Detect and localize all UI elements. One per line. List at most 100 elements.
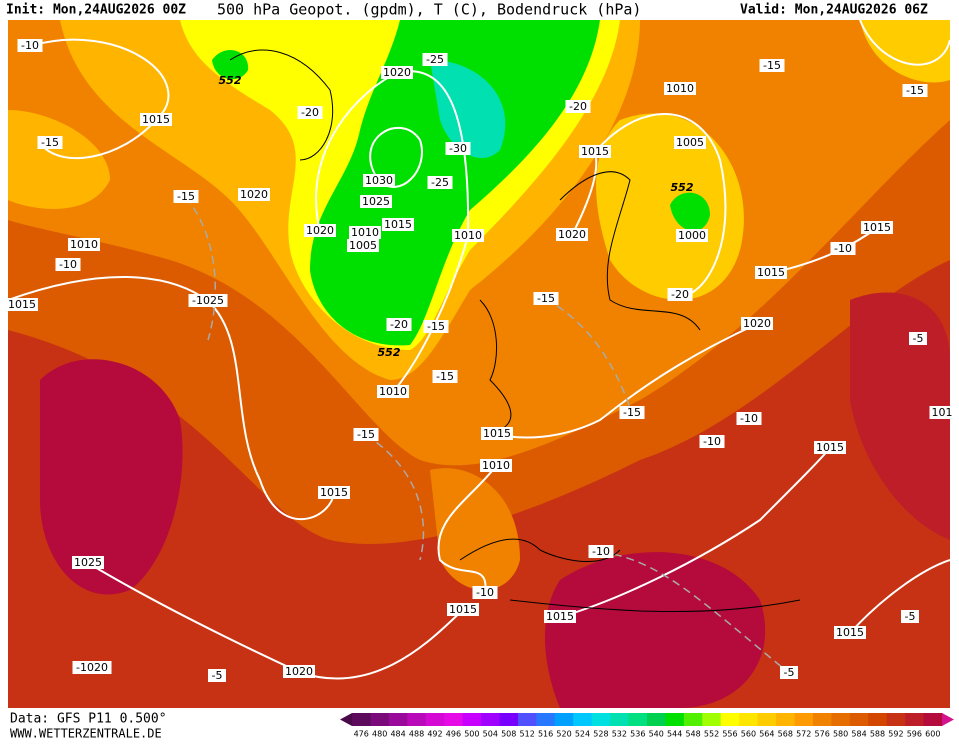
label-box	[423, 320, 449, 333]
colorbar: 476 480 484 488 492 496 500 504 508 512 516 520 524 5…	[340, 713, 954, 739]
contour-label: -20	[671, 288, 689, 301]
label-box	[422, 53, 448, 66]
label-box	[55, 258, 81, 271]
label-box	[68, 238, 100, 251]
colorbar-label: 520	[556, 730, 571, 739]
colorbar-label: 516	[538, 730, 553, 739]
label-box	[579, 145, 611, 158]
contour-label: 1010	[379, 385, 407, 398]
colorbar-label: 480	[372, 730, 387, 739]
colorbar-swatch	[536, 713, 556, 726]
contour-label: -15	[436, 370, 454, 383]
contour-label: 1020	[240, 188, 268, 201]
colorbar-label: 544	[667, 730, 682, 739]
contour-label: 1015	[757, 266, 785, 279]
contour-label: -5	[784, 666, 795, 679]
colorbar-label: 600	[925, 730, 940, 739]
contour-label: 1010	[666, 82, 694, 95]
label-box	[667, 288, 693, 301]
colorbar-swatch	[886, 713, 906, 726]
contour-label: -15	[763, 59, 781, 72]
colorbar-swatch	[776, 713, 795, 726]
colorbar-label: 536	[630, 730, 645, 739]
label-box	[565, 100, 591, 113]
colorbar-label: 504	[483, 730, 498, 739]
init-text: Init: Mon,24AUG2026 00Z	[6, 3, 186, 18]
colorbar-swatch	[683, 713, 703, 726]
map: -10 552 -25 1020 -20 1015 -15 -30 -20 1010 -15 -15 1…	[6, 20, 955, 708]
colorbar-swatch	[481, 713, 500, 726]
colorbar-swatch	[388, 713, 408, 726]
label-box	[759, 59, 785, 72]
label-box	[432, 370, 458, 383]
label-box	[452, 229, 484, 242]
colorbar-label: 524	[575, 730, 590, 739]
colorbar-label: 496	[446, 730, 461, 739]
colorbar-label: 560	[741, 730, 756, 739]
label-box	[861, 221, 893, 234]
contour-label: -10	[476, 586, 494, 599]
label-box	[814, 441, 846, 454]
contour-label: 1005	[349, 239, 377, 252]
title: 500 hPa Geopot. (gpdm), T (C), Bodendruc…	[217, 1, 641, 19]
label-box	[447, 603, 479, 616]
contour-label: -10	[592, 545, 610, 558]
colorbar-arrow	[942, 713, 954, 726]
colorbar-swatch	[868, 713, 888, 726]
label-box	[445, 142, 471, 155]
colorbar-label: 492	[427, 730, 442, 739]
contour-label: -5	[913, 332, 924, 345]
contour-label: -25	[431, 176, 449, 189]
colorbar-swatch	[923, 713, 943, 726]
contour-label: -1020	[76, 661, 108, 674]
contour-label: 1020	[383, 66, 411, 79]
colorbar-swatch	[849, 713, 869, 726]
contour-label: -10	[703, 435, 721, 448]
label-box	[676, 229, 708, 242]
contour-label: 552	[219, 74, 242, 87]
colorbar-label: 528	[593, 730, 608, 739]
label-box	[386, 318, 412, 331]
label-box	[755, 266, 787, 279]
colorbar-label: 548	[685, 730, 700, 739]
contour-label: -5	[212, 669, 223, 682]
colorbar-label: 588	[870, 730, 885, 739]
label-box	[780, 666, 798, 679]
contour-label: 1015	[546, 610, 574, 623]
colorbar-label: 476	[354, 730, 369, 739]
contour-label: 1015	[449, 603, 477, 616]
contour-label: -15	[906, 84, 924, 97]
colorbar-label: 564	[759, 730, 774, 739]
contour-label: 1010	[482, 459, 510, 472]
contour-label: 552	[378, 346, 401, 359]
label-box	[699, 435, 725, 448]
contour-label: -15	[427, 320, 445, 333]
colorbar-arrow	[340, 713, 352, 726]
label-box	[674, 136, 706, 149]
contour-label: 1015	[8, 298, 36, 311]
label-box	[353, 428, 379, 441]
colorbar-swatch	[591, 713, 611, 726]
label-box	[736, 412, 762, 425]
label-box	[377, 385, 409, 398]
label-box	[208, 669, 226, 682]
colorbar-swatch	[665, 713, 685, 726]
colorbar-swatch	[462, 713, 482, 726]
label-box	[834, 626, 866, 639]
colorbar-label: 556	[722, 730, 737, 739]
contour-label: -10	[21, 39, 39, 52]
label-box	[17, 39, 43, 52]
contour-label: -10	[59, 258, 77, 271]
contour-label: 1025	[74, 556, 102, 569]
contour-label: -15	[177, 190, 195, 203]
contour-label: 1010	[454, 229, 482, 242]
label-box	[360, 195, 392, 208]
label-box	[381, 66, 413, 79]
contour-label: -15	[623, 406, 641, 419]
contour-label: 1010	[351, 226, 379, 239]
label-box	[480, 459, 512, 472]
colorbar-swatch	[407, 713, 427, 726]
label-box	[297, 106, 323, 119]
label-box	[427, 176, 453, 189]
